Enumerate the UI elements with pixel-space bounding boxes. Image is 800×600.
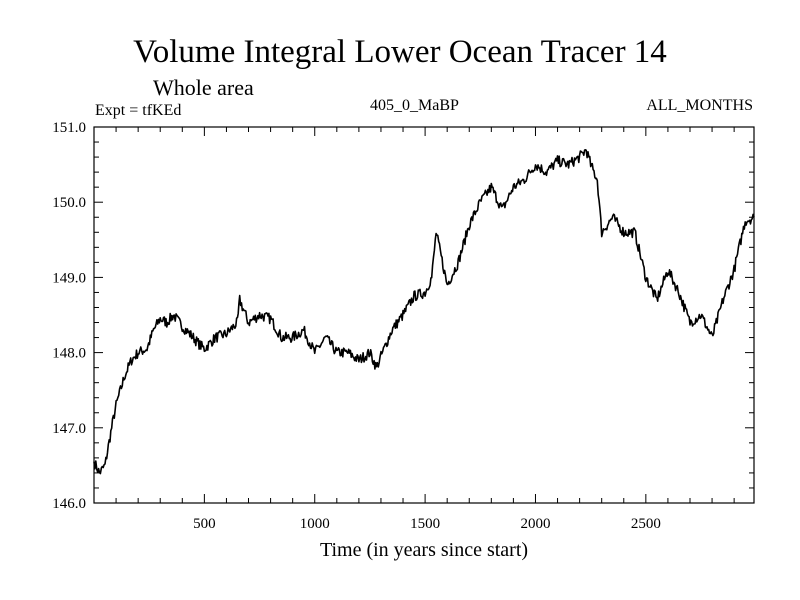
chart-subtitle: Whole area	[153, 75, 254, 100]
y-tick-label: 151.0	[52, 120, 86, 136]
y-tick-label: 148.0	[52, 346, 86, 362]
run-label: 405_0_MaBP	[370, 97, 459, 114]
y-tick-label: 147.0	[52, 421, 86, 437]
months-label: ALL_MONTHS	[646, 97, 753, 114]
series-line	[93, 149, 755, 475]
x-tick-label: 1500	[410, 516, 440, 532]
x-axis-label: Time (in years since start)	[319, 539, 529, 561]
tick-labels: 500 1000 1500 2000 2500 146.0 147.0 148.0 149.0 1…	[52, 120, 661, 532]
y-tick-label: 146.0	[52, 496, 86, 512]
experiment-label: Expt = tfKEd	[95, 102, 182, 119]
y-tick-label: 150.0	[52, 195, 86, 211]
chart-title: Volume Integral Lower Ocean Tracer 14	[133, 34, 667, 70]
x-tick-label: 2500	[631, 516, 661, 532]
plot-frame	[93, 126, 755, 504]
x-tick-label: 500	[193, 516, 216, 532]
x-tick-label: 1000	[300, 516, 330, 532]
x-tick-label: 2000	[520, 516, 550, 532]
y-tick-label: 149.0	[52, 270, 86, 286]
axis-ticks	[94, 126, 754, 504]
